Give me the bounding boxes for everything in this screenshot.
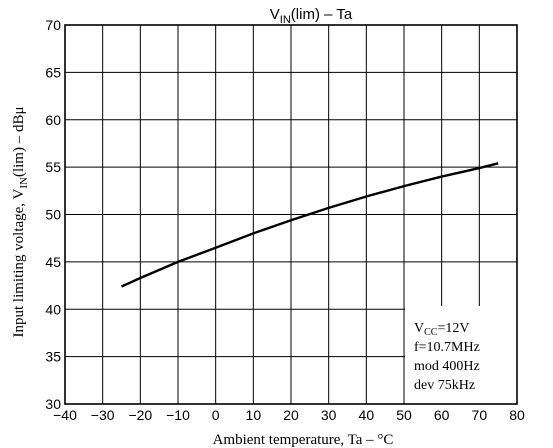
x-tick-label: −30 <box>91 407 115 423</box>
y-tick-label: 55 <box>45 159 61 175</box>
x-tick-label: 50 <box>396 407 412 423</box>
x-tick-label: 30 <box>321 407 337 423</box>
note-vcc: VCC=12V <box>414 321 469 338</box>
x-tick-label: 40 <box>359 407 375 423</box>
y-tick-labels: 30 35 40 45 50 55 60 65 70 <box>45 17 61 412</box>
x-tick-label: −10 <box>166 407 190 423</box>
note-frequency: f=10.7MHz <box>414 340 480 355</box>
x-tick-label: 60 <box>434 407 450 423</box>
x-tick-label: 10 <box>246 407 262 423</box>
note-modulation: mod 400Hz <box>414 359 480 374</box>
y-tick-label: 65 <box>45 64 61 80</box>
y-tick-label: 50 <box>45 207 61 223</box>
y-tick-label: 45 <box>45 254 61 270</box>
x-tick-label: 80 <box>509 407 525 423</box>
condition-notes: VCC=12V f=10.7MHz mod 400Hz dev 75kHz <box>414 321 480 393</box>
condition-box <box>405 306 527 406</box>
y-tick-label: 40 <box>45 301 61 317</box>
y-tick-label: 60 <box>45 112 61 128</box>
grid <box>65 25 517 404</box>
chart-title: VIN(lim) – Ta <box>270 6 353 26</box>
y-axis-label: Input limiting voltage, VIN(lim) – dBμ <box>11 106 30 337</box>
note-deviation: dev 75kHz <box>414 378 475 393</box>
series-line <box>121 162 499 288</box>
plot-frame <box>64 24 518 405</box>
x-axis-label: Ambient temperature, Ta – °C <box>213 432 394 448</box>
x-tick-label: −20 <box>128 407 152 423</box>
x-tick-labels: −40 −30 −20 −10 0 10 20 30 40 50 60 70 80 <box>53 407 525 423</box>
x-tick-label: 0 <box>212 407 220 423</box>
x-tick-label: −40 <box>53 407 77 423</box>
y-tick-label: 35 <box>45 349 61 365</box>
y-tick-label: 30 <box>45 396 61 412</box>
y-tick-label: 70 <box>45 17 61 33</box>
x-tick-label: 70 <box>472 407 488 423</box>
x-tick-label: 20 <box>283 407 299 423</box>
